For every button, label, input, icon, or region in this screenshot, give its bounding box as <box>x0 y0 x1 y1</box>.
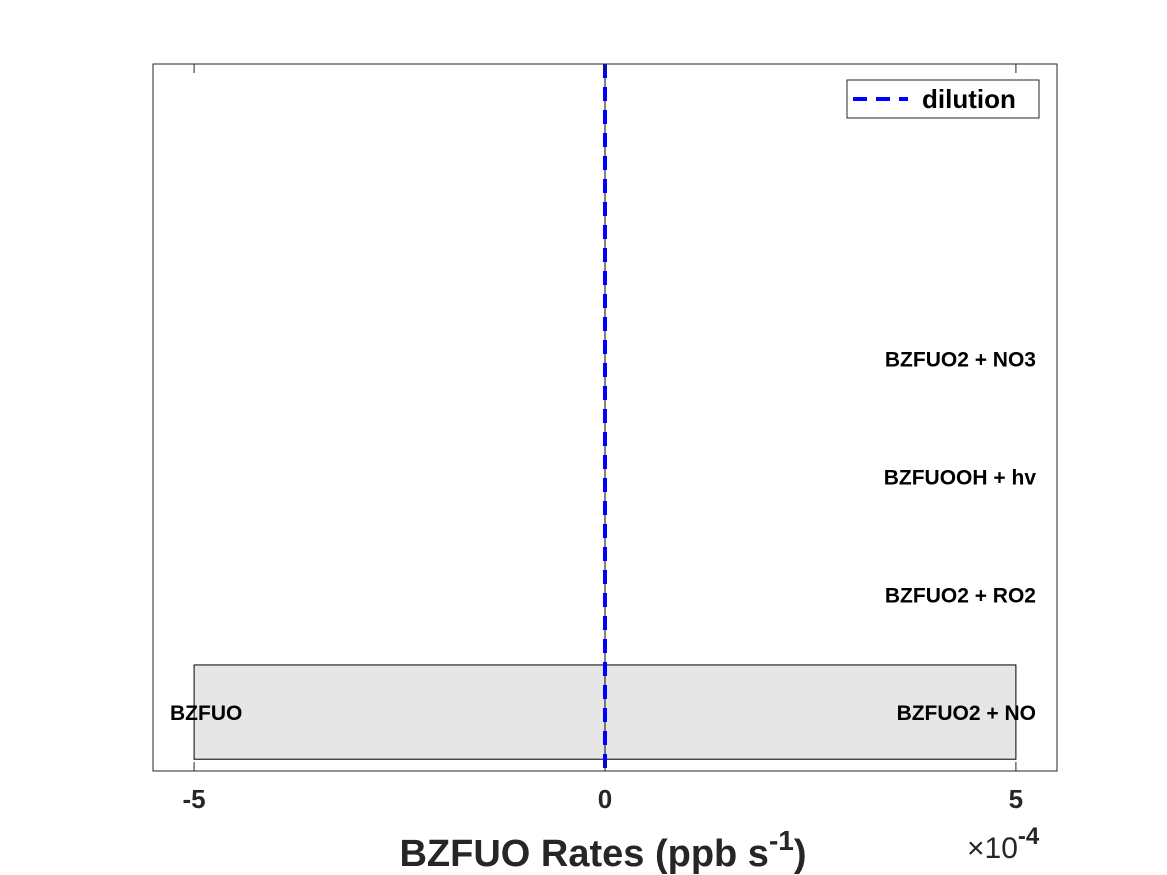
x-tick-label-2: 5 <box>1009 784 1023 814</box>
bar-right-label-0: BZFUO2 + NO <box>897 702 1036 725</box>
x-axis-exponent-power: -4 <box>1018 823 1040 850</box>
legend-label-dilution: dilution <box>922 84 1016 114</box>
x-axis-label-superscript: -1 <box>769 825 794 856</box>
x-axis-exponent: ×10-4 <box>967 823 1040 865</box>
bar-left-label-0: BZFUO <box>170 702 242 725</box>
row-label-2: BZFUO2 + NO3 <box>885 349 1036 372</box>
x-axis-label-close: ) <box>794 833 807 875</box>
legend: dilution <box>846 79 1040 119</box>
x-tick-label-0: -5 <box>183 784 206 814</box>
x-tick-label-1: 0 <box>598 784 612 814</box>
bar-labels-layer: BZFUO BZFUO2 + NO BZFUO2 + RO2 BZFUOOH + hv… <box>170 349 1036 725</box>
x-axis-exponent-prefix: ×10 <box>967 832 1018 865</box>
row-label-0: BZFUO2 + RO2 <box>885 584 1036 607</box>
row-label-1: BZFUOOH + hv <box>884 466 1037 489</box>
x-axis-label-main: BZFUO Rates (ppb s <box>399 833 768 875</box>
x-axis-label: BZFUO Rates (ppb s-1) <box>399 825 806 875</box>
ticks-layer: -5 0 5 <box>183 64 1023 814</box>
